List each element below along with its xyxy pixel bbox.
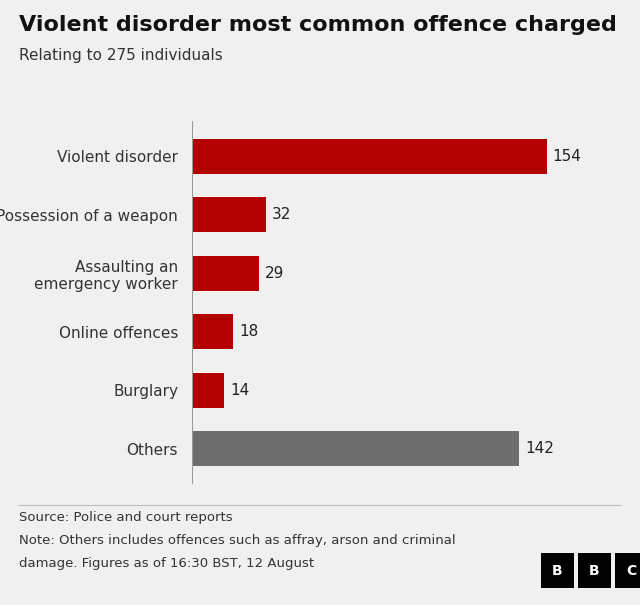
Bar bbox=[192, 431, 519, 466]
Text: 29: 29 bbox=[264, 266, 284, 281]
Text: Relating to 275 individuals: Relating to 275 individuals bbox=[19, 48, 223, 64]
Text: Source: Police and court reports: Source: Police and court reports bbox=[19, 511, 233, 524]
Text: damage. Figures as of 16:30 BST, 12 August: damage. Figures as of 16:30 BST, 12 Augu… bbox=[19, 557, 314, 570]
Text: B: B bbox=[552, 563, 563, 578]
Bar bbox=[192, 256, 259, 291]
Text: B: B bbox=[589, 563, 600, 578]
Bar bbox=[192, 197, 266, 232]
Text: 32: 32 bbox=[271, 207, 291, 222]
Text: 14: 14 bbox=[230, 383, 249, 398]
Text: Note: Others includes offences such as affray, arson and criminal: Note: Others includes offences such as a… bbox=[19, 534, 456, 547]
Bar bbox=[192, 139, 547, 174]
Text: 142: 142 bbox=[525, 442, 554, 456]
Text: 154: 154 bbox=[552, 149, 582, 163]
Text: C: C bbox=[627, 563, 637, 578]
Bar bbox=[192, 314, 234, 349]
Text: 18: 18 bbox=[239, 324, 259, 339]
Bar bbox=[192, 373, 224, 408]
Text: Violent disorder most common offence charged: Violent disorder most common offence cha… bbox=[19, 15, 617, 35]
